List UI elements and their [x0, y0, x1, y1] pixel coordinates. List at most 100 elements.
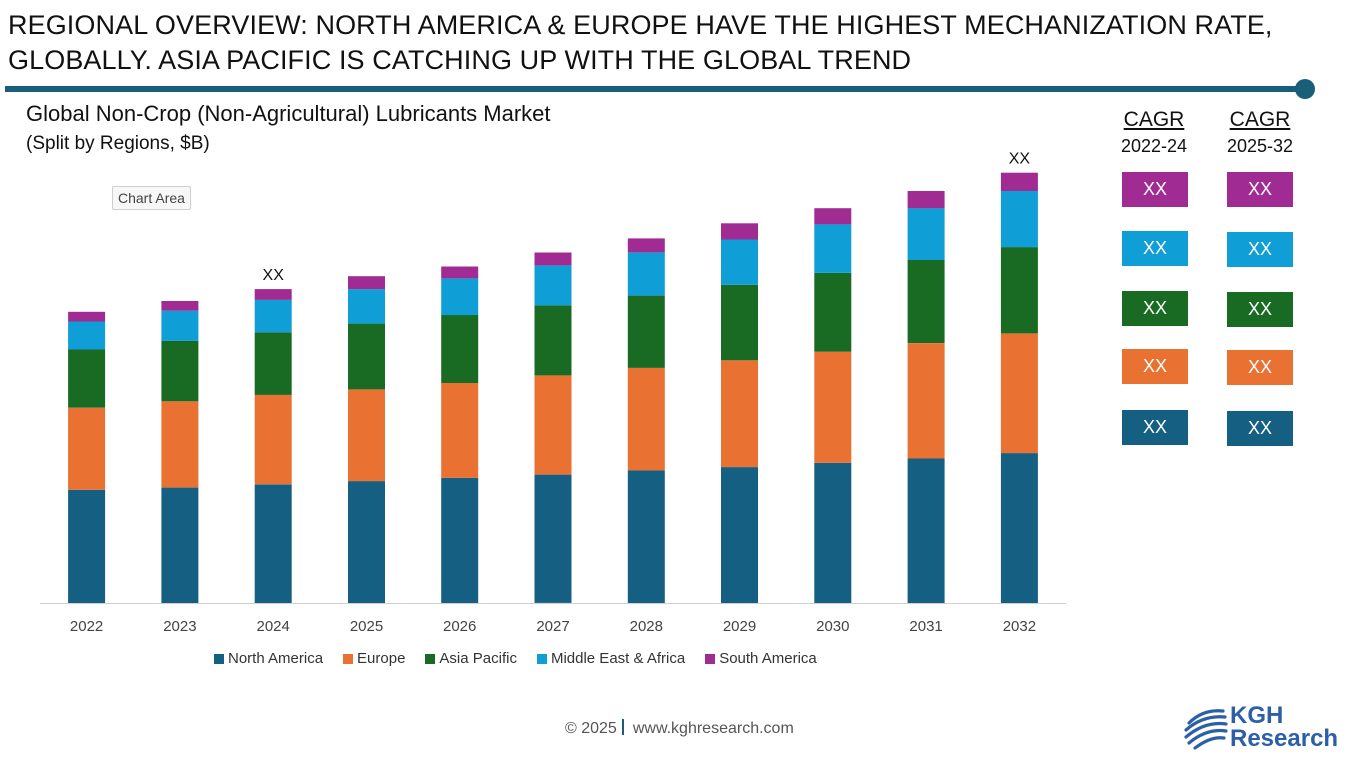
bar-asia-pacific-2023 [161, 340, 199, 402]
footer-separator [621, 719, 624, 735]
cagr-2022-24-north-america: XX [1122, 410, 1188, 445]
website-link[interactable]: www.kghresearch.com [632, 720, 794, 737]
bar-north-america-2027 [534, 474, 572, 603]
x-tick-label: 2031 [909, 618, 942, 635]
bar-south-america-2025 [348, 276, 385, 290]
bar-south-america-2024 [254, 289, 292, 300]
bar-europe-2025 [348, 389, 385, 482]
bar-europe-2023 [161, 401, 199, 488]
bar-middle-east-africa-2025 [348, 289, 385, 324]
bar-north-america-2024 [254, 484, 292, 603]
cagr-period: 2022-24 [1120, 136, 1188, 156]
cagr-header-2025-32: CAGR 2025-32 [1215, 108, 1305, 157]
data-label-total: XX [263, 267, 285, 284]
legend-item: Europe [343, 650, 405, 667]
chart-title: Global Non-Crop (Non-Agricultural) Lubri… [26, 101, 551, 126]
cagr-title: CAGR [1123, 108, 1185, 131]
headline-line-2: GLOBALLY. ASIA PACIFIC IS CATCHING UP WI… [8, 45, 912, 75]
cagr-2022-24-europe: XX [1122, 349, 1188, 384]
bar-south-america-2029 [721, 223, 758, 240]
bar-asia-pacific-2024 [254, 332, 292, 395]
bar-middle-east-africa-2029 [721, 239, 758, 285]
legend-label: Europe [357, 650, 406, 667]
chart-legend: North America Europe Asia Pacific Middle Ea… [214, 650, 837, 667]
bar-europe-2031 [907, 343, 945, 459]
x-tick-label: 2030 [816, 618, 849, 635]
bar-asia-pacific-2028 [627, 295, 665, 368]
x-tick-label: 2027 [536, 618, 569, 635]
legend-item: Asia Pacific [425, 650, 517, 667]
legend-swatch [214, 653, 224, 664]
bar-europe-2022 [68, 407, 106, 490]
header-divider-dot [1295, 79, 1315, 99]
page-headline: REGIONAL OVERVIEW: NORTH AMERICA & EUROP… [8, 8, 1308, 78]
legend-label: Asia Pacific [439, 650, 517, 667]
bar-asia-pacific-2030 [814, 273, 852, 352]
bar-middle-east-africa-2023 [161, 310, 199, 341]
bar-asia-pacific-2031 [907, 260, 945, 343]
cagr-2022-24-middle-east-africa: XX [1122, 231, 1188, 266]
bar-north-america-2025 [348, 481, 385, 603]
bar-south-america-2022 [68, 311, 106, 322]
bar-asia-pacific-2026 [441, 315, 479, 383]
bar-europe-2024 [254, 394, 292, 485]
bar-europe-2028 [627, 367, 665, 471]
legend-item: South America [705, 650, 817, 667]
bar-asia-pacific-2029 [721, 284, 758, 361]
x-tick-label: 2026 [443, 618, 476, 635]
bar-south-america-2028 [627, 238, 665, 253]
bar-north-america-2028 [627, 470, 665, 603]
footer: © 2025 www.kghresearch.com [565, 719, 794, 738]
legend-swatch [343, 653, 354, 664]
cagr-2025-32-middle-east-africa: XX [1227, 232, 1293, 267]
bar-asia-pacific-2032 [1000, 247, 1038, 334]
bar-europe-2030 [814, 351, 852, 463]
bar-middle-east-africa-2032 [1000, 191, 1038, 248]
bar-middle-east-africa-2026 [441, 278, 479, 316]
cagr-2025-32-north-america: XX [1227, 411, 1293, 446]
bar-middle-east-africa-2030 [814, 224, 852, 273]
chart-area-tooltip: Chart Area [112, 186, 191, 210]
bar-south-america-2031 [907, 191, 945, 209]
cagr-title: CAGR [1229, 108, 1291, 131]
bar-north-america-2030 [814, 462, 852, 603]
legend-label: Middle East & Africa [550, 650, 686, 667]
bar-north-america-2031 [907, 458, 945, 603]
bar-south-america-2026 [441, 266, 479, 279]
x-tick-label: 2029 [723, 618, 756, 635]
x-tick-label: 2025 [350, 618, 383, 635]
legend-swatch [536, 653, 547, 664]
bar-north-america-2026 [441, 477, 479, 603]
legend-label: South America [719, 650, 817, 667]
x-tick-label: 2022 [70, 618, 103, 635]
cagr-header-2022-24: CAGR 2022-24 [1109, 108, 1199, 157]
logo-line-2: Research [1230, 725, 1339, 752]
headline-line-1: REGIONAL OVERVIEW: NORTH AMERICA & EUROP… [8, 10, 1273, 40]
cagr-2022-24-asia-pacific: XX [1122, 291, 1188, 326]
bar-middle-east-africa-2031 [907, 208, 945, 260]
x-tick-label: 2023 [163, 618, 196, 635]
bar-europe-2029 [721, 360, 758, 468]
bar-north-america-2032 [1000, 453, 1038, 603]
bar-south-america-2027 [534, 252, 572, 266]
bar-europe-2026 [441, 383, 479, 478]
bar-north-america-2023 [161, 487, 199, 603]
bar-europe-2027 [534, 375, 572, 475]
x-tick-label: 2032 [1003, 618, 1036, 635]
bar-south-america-2030 [814, 208, 852, 225]
legend-swatch [705, 653, 716, 664]
cagr-2025-32-south-america: XX [1227, 172, 1293, 207]
bar-south-america-2032 [1000, 172, 1038, 191]
x-tick-label: 2024 [257, 618, 290, 635]
cagr-period: 2025-32 [1226, 136, 1294, 156]
bar-asia-pacific-2025 [348, 323, 385, 390]
kgh-globe-icon [1184, 709, 1228, 750]
bar-south-america-2023 [161, 301, 199, 311]
bar-europe-2032 [1000, 333, 1038, 454]
bar-asia-pacific-2022 [68, 349, 106, 408]
logo-line-1: KGH [1230, 702, 1284, 729]
legend-item: Middle East & Africa [536, 650, 686, 667]
cagr-2025-32-asia-pacific: XX [1227, 292, 1293, 327]
kgh-logo-text: KGH Research [1230, 702, 1339, 752]
